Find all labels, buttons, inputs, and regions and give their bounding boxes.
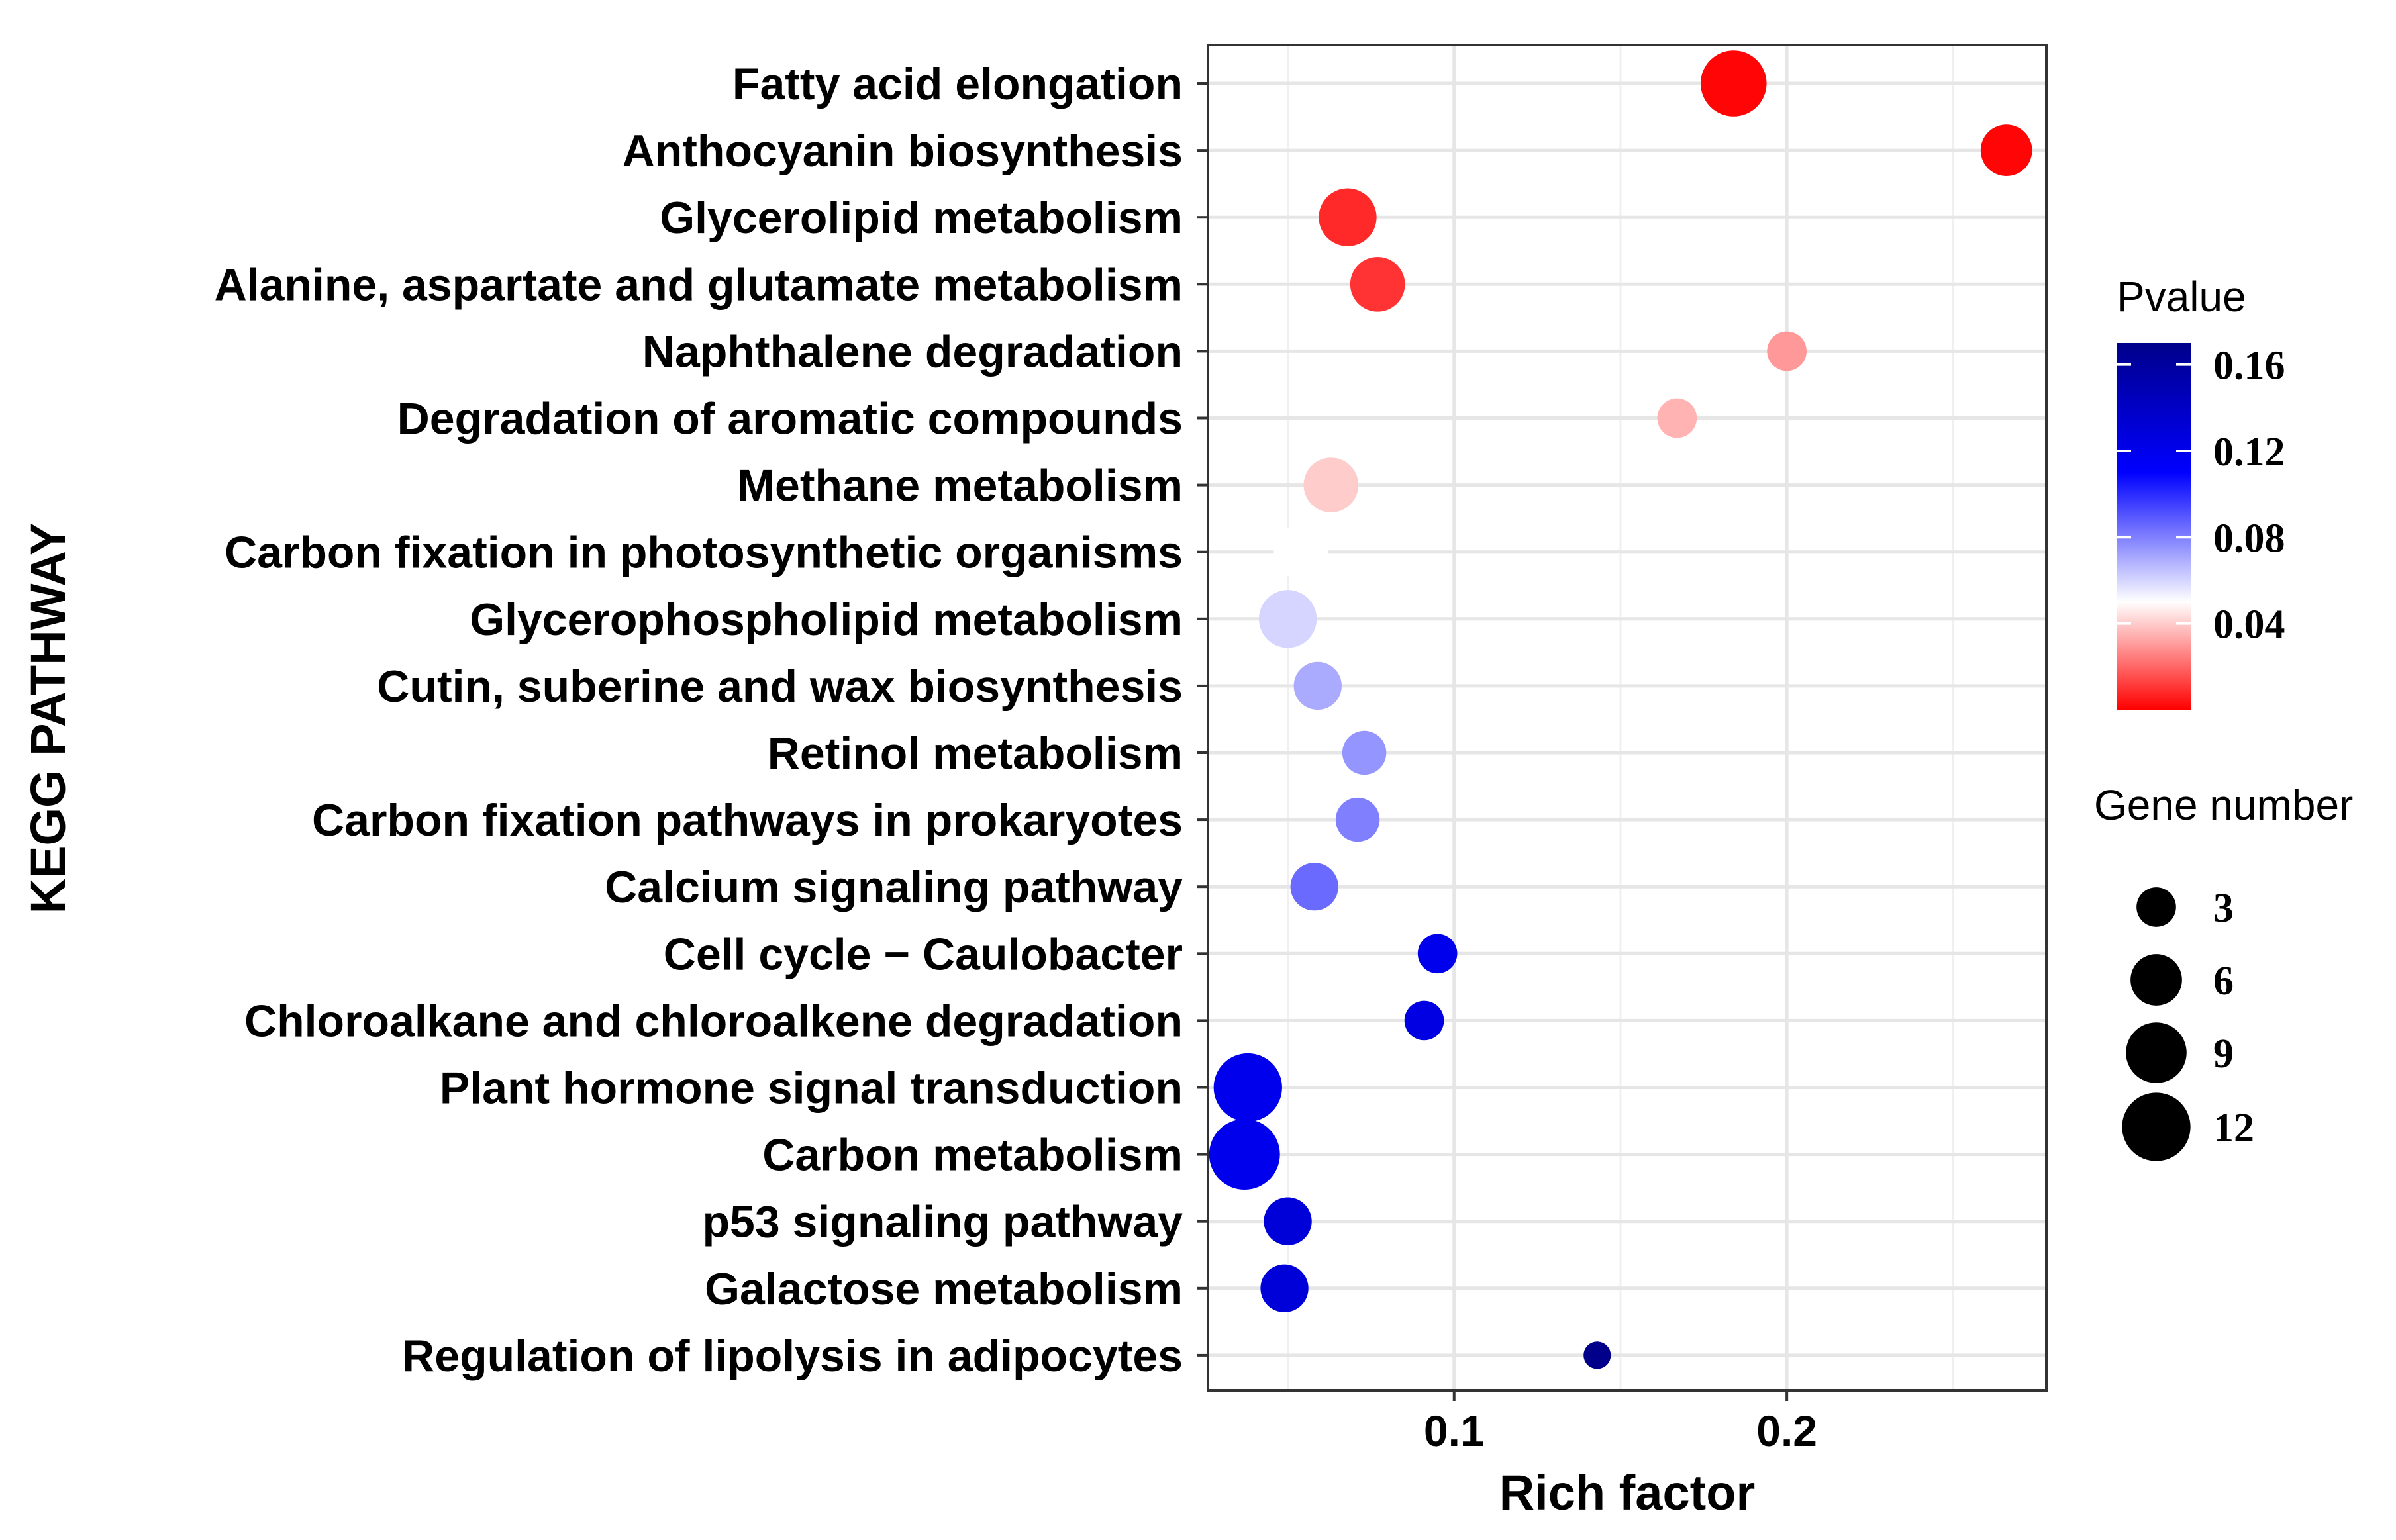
data-point [1273,524,1329,580]
pathway-label: Retinol metabolism [768,728,1183,779]
pathway-label: Plant hormone signal transduction [440,1063,1183,1114]
size-legend-dot [2122,1092,2191,1161]
x-axis-ticks: 0.1 0.2 [1424,1390,1817,1455]
pathway-label: Naphthalene degradation [642,326,1183,377]
pathway-label: Glycerolipid metabolism [660,193,1183,243]
plot-panel [1208,45,2046,1390]
data-point [1290,863,1338,911]
x-tick-label: 0.1 [1424,1406,1485,1455]
data-point [1767,331,1807,371]
size-legend-dot [2130,954,2182,1006]
colorbar-ticks: 0.16 0.12 0.08 0.04 [2117,344,2285,648]
pathway-label: Anthocyanin biosynthesis [623,126,1183,176]
pathway-label: Cell cycle − Caulobacter [664,929,1183,979]
y-axis-ticks [1197,82,1208,1357]
data-point [1260,1264,1309,1312]
data-point [1303,457,1359,512]
size-legend-label: 12 [2213,1106,2254,1151]
pathway-label: Fatty acid elongation [732,59,1183,109]
y-axis-title: KEGG PATHWAY [21,523,75,914]
data-point [1417,934,1458,974]
data-point [1209,1119,1280,1190]
data-point [1258,590,1317,648]
size-legend-title: Gene number [2094,781,2353,829]
data-point [1657,398,1697,438]
pathway-label: Calcium signaling pathway [605,862,1183,912]
pathway-label: Regulation of lipolysis in adipocytes [402,1331,1183,1381]
pathway-label: Carbon fixation pathways in prokaryotes [312,795,1183,845]
pathway-label: Carbon fixation in photosynthetic organi… [225,528,1183,578]
pathway-label: Alanine, aspartate and glutamate metabol… [215,260,1183,310]
colorbar-gradient [2117,343,2191,710]
size-legend-label: 3 [2213,886,2234,931]
colorbar-tick-label: 0.08 [2213,516,2285,561]
gene-number-legend: Gene number 3 6 9 12 [2094,781,2353,1161]
data-point [1700,50,1767,117]
plot-border [1207,44,2048,1392]
pathway-labels: Fatty acid elongation Anthocyanin biosynt… [215,59,1183,1381]
size-legend-label: 6 [2213,959,2234,1004]
data-point [1404,1000,1444,1041]
data-point [1293,661,1342,710]
colorbar-title: Pvalue [2117,273,2246,320]
x-tick-label: 0.2 [1756,1406,1817,1455]
colorbar-legend: Pvalue 0.16 0.12 0.08 0.04 [2117,273,2285,710]
data-point [1335,797,1380,842]
pathway-label: Chloroalkane and chloroalkene degradatio… [244,996,1183,1046]
colorbar-tick-label: 0.12 [2213,430,2285,475]
pathway-label: Carbon metabolism [762,1130,1183,1180]
pathway-label: Cutin, suberine and wax biosynthesis [377,661,1183,712]
colorbar-tick-label: 0.04 [2213,602,2285,648]
data-points [1209,50,2032,1369]
size-legend-dot [2136,887,2176,927]
data-point [1350,256,1405,312]
data-point [1583,1341,1611,1369]
pathway-label: Degradation of aromatic compounds [397,394,1183,444]
colorbar-tick-label: 0.16 [2213,344,2285,389]
size-legend-label: 9 [2213,1032,2234,1077]
pathway-label: p53 signaling pathway [703,1197,1183,1247]
data-point [1264,1197,1312,1245]
data-point [1213,1053,1282,1122]
pathway-label: Methane metabolism [737,461,1183,511]
size-legend-dot [2126,1022,2187,1083]
pathway-label: Galactose metabolism [705,1264,1183,1314]
data-point [1319,188,1377,246]
data-point [1342,730,1387,775]
pathway-label: Glycerophospholipid metabolism [470,595,1183,645]
data-point [1980,124,2032,176]
size-legend-items: 3 6 9 12 [2122,886,2254,1161]
x-axis-title: Rich factor [1499,1465,1756,1520]
